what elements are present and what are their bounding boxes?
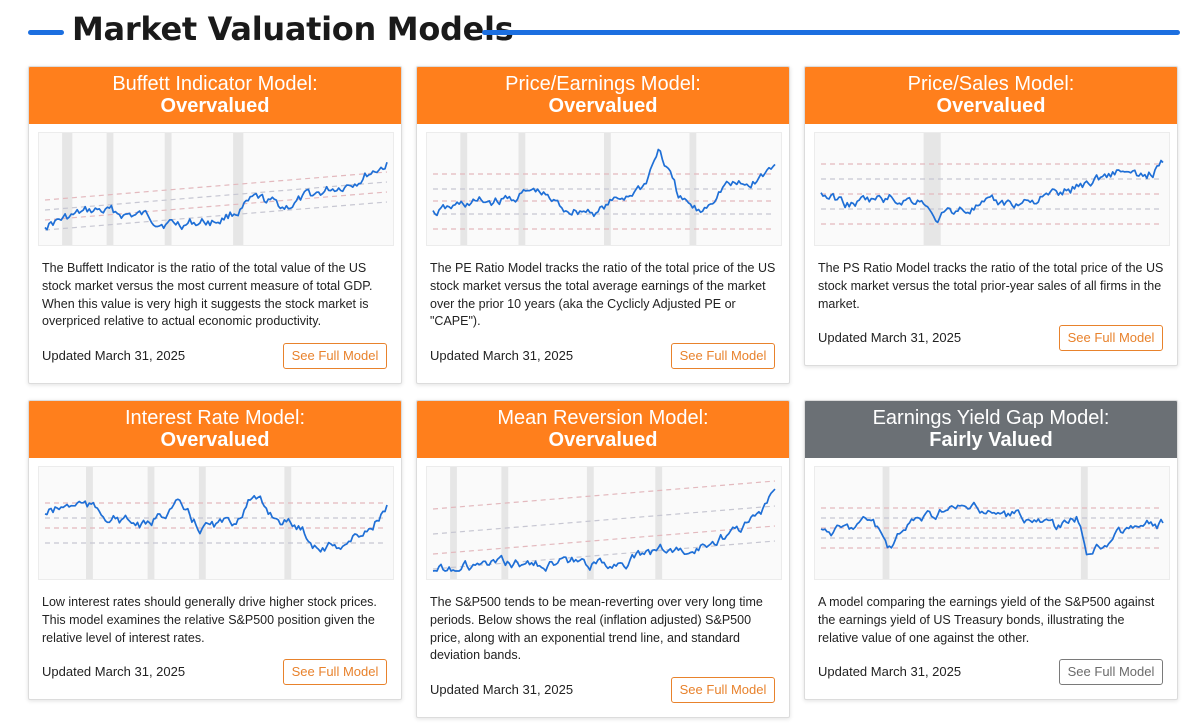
- shaded-period: [882, 467, 890, 579]
- see-full-model-button[interactable]: See Full Model: [1059, 659, 1163, 685]
- card-title: Mean Reversion Model:: [497, 407, 709, 429]
- std-dev-band-line: [432, 525, 776, 555]
- interest-rate-chart-icon: [44, 467, 388, 579]
- valuation-series-line: [820, 501, 1164, 556]
- valuation-status: Overvalued: [160, 429, 270, 451]
- card-description: Low interest rates should generally driv…: [42, 595, 377, 645]
- valuation-series-line: [432, 488, 776, 572]
- header-rule-right: [482, 30, 1180, 35]
- shaded-period: [106, 133, 114, 245]
- mean-reversion-chart-thumbnail[interactable]: [426, 466, 782, 580]
- valuation-series-line: [44, 161, 388, 231]
- std-dev-band-line: [432, 480, 776, 510]
- updated-date: Updated March 31, 2025: [430, 682, 574, 697]
- see-full-model-button[interactable]: See Full Model: [671, 343, 775, 369]
- see-full-model-button[interactable]: See Full Model: [1059, 325, 1163, 351]
- see-full-model-button[interactable]: See Full Model: [283, 659, 387, 685]
- shaded-period: [62, 133, 73, 245]
- valuation-status: Overvalued: [548, 429, 658, 451]
- shaded-period: [450, 467, 457, 579]
- valuation-status: Overvalued: [160, 95, 270, 117]
- card-header: Price/Earnings Model: Overvalued: [417, 67, 789, 124]
- updated-date: Updated March 31, 2025: [430, 348, 574, 363]
- pe-ratio-chart-thumbnail[interactable]: [426, 132, 782, 246]
- shaded-period: [689, 133, 697, 245]
- shaded-period: [518, 133, 526, 245]
- card-title: Buffett Indicator Model:: [112, 73, 318, 95]
- card-title: Price/Sales Model:: [907, 73, 1075, 95]
- std-dev-band-line: [44, 171, 388, 201]
- std-dev-band-line: [432, 540, 776, 570]
- card-header: Earnings Yield Gap Model: Fairly Valued: [805, 401, 1177, 458]
- shaded-period: [164, 133, 172, 245]
- shaded-period: [147, 467, 155, 579]
- std-dev-band-line: [44, 201, 388, 231]
- valuation-status: Fairly Valued: [929, 429, 1053, 451]
- card-description: The Buffett Indicator is the ratio of th…: [42, 261, 373, 329]
- buffett-indicator-chart-icon: [44, 133, 388, 245]
- card-buffett-indicator: Buffett Indicator Model: Overvalued The …: [28, 66, 402, 384]
- interest-rate-chart-thumbnail[interactable]: [38, 466, 394, 580]
- card-title: Price/Earnings Model:: [505, 73, 701, 95]
- valuation-series-line: [432, 148, 776, 218]
- mean-reversion-chart-icon: [432, 467, 776, 579]
- see-full-model-button[interactable]: See Full Model: [671, 677, 775, 703]
- card-description: A model comparing the earnings yield of …: [818, 595, 1155, 645]
- card-earnings-yield-gap: Earnings Yield Gap Model: Fairly Valued …: [804, 400, 1178, 700]
- shaded-period: [923, 133, 941, 245]
- shaded-period: [284, 467, 292, 579]
- std-dev-band-line: [44, 191, 388, 221]
- page-title: Market Valuation Models: [72, 10, 514, 48]
- card-header: Buffett Indicator Model: Overvalued: [29, 67, 401, 124]
- shaded-period: [655, 467, 663, 579]
- updated-date: Updated March 31, 2025: [818, 330, 962, 345]
- shaded-period: [586, 467, 594, 579]
- card-mean-reversion: Mean Reversion Model: Overvalued The S&P…: [416, 400, 790, 718]
- card-price-earnings: Price/Earnings Model: Overvalued The PE …: [416, 66, 790, 384]
- card-description: The S&P500 tends to be mean-reverting ov…: [430, 595, 763, 663]
- earnings-yield-gap-chart-thumbnail[interactable]: [814, 466, 1170, 580]
- card-header: Interest Rate Model: Overvalued: [29, 401, 401, 458]
- valuation-status: Overvalued: [936, 95, 1046, 117]
- valuation-series-line: [820, 159, 1164, 224]
- card-title: Interest Rate Model:: [124, 407, 306, 429]
- updated-date: Updated March 31, 2025: [818, 664, 962, 679]
- ps-ratio-chart-icon: [820, 133, 1164, 245]
- earnings-yield-gap-chart-icon: [820, 467, 1164, 579]
- buffett-indicator-chart-thumbnail[interactable]: [38, 132, 394, 246]
- card-price-sales: Price/Sales Model: Overvalued The PS Rat…: [804, 66, 1178, 366]
- shaded-period: [1080, 467, 1088, 579]
- shaded-period: [198, 467, 206, 579]
- updated-date: Updated March 31, 2025: [42, 348, 186, 363]
- card-header: Mean Reversion Model: Overvalued: [417, 401, 789, 458]
- ps-ratio-chart-thumbnail[interactable]: [814, 132, 1170, 246]
- shaded-period: [233, 133, 244, 245]
- card-description: The PE Ratio Model tracks the ratio of t…: [430, 261, 776, 329]
- updated-date: Updated March 31, 2025: [42, 664, 186, 679]
- card-header: Price/Sales Model: Overvalued: [805, 67, 1177, 124]
- valuation-status: Overvalued: [548, 95, 658, 117]
- pe-ratio-chart-icon: [432, 133, 776, 245]
- shaded-period: [501, 467, 509, 579]
- shaded-period: [86, 467, 93, 579]
- valuation-series-line: [44, 494, 388, 553]
- section-header: Market Valuation Models: [0, 0, 1192, 64]
- std-dev-band-line: [44, 181, 388, 211]
- header-rule-left: [28, 30, 64, 35]
- card-description: The PS Ratio Model tracks the ratio of t…: [818, 261, 1164, 311]
- card-interest-rate: Interest Rate Model: Overvalued Low inte…: [28, 400, 402, 700]
- see-full-model-button[interactable]: See Full Model: [283, 343, 387, 369]
- card-title: Earnings Yield Gap Model:: [872, 407, 1110, 429]
- std-dev-band-line: [432, 505, 776, 535]
